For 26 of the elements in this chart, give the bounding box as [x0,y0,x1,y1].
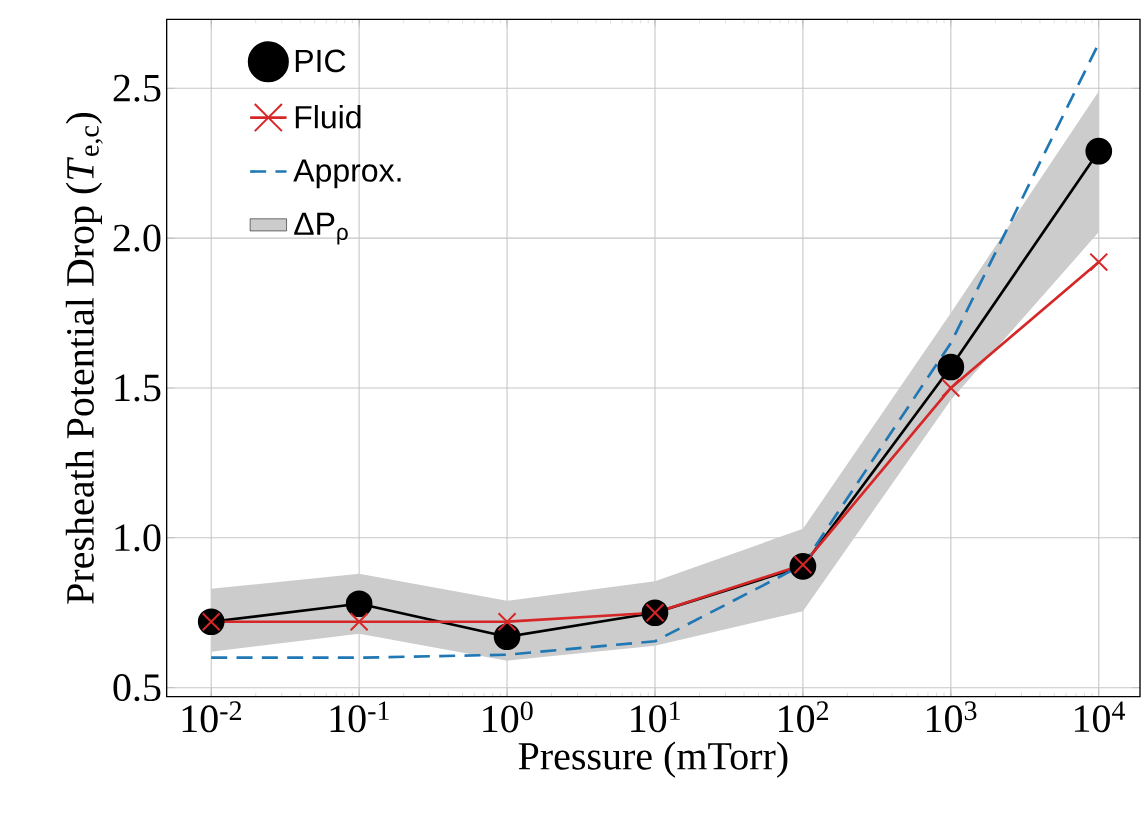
point [1085,137,1113,165]
legend-label: Approx. [293,159,401,189]
point [941,378,961,398]
x-tick-label: 10$^{3}$ [927,701,977,733]
y-tick-label: 2.5 [113,74,161,102]
y-tick-label: 0.5 [113,674,161,702]
x-tick-label: 10$^{-1}$ [330,701,389,733]
point [349,612,369,632]
point [497,612,517,632]
legend-label: PIC [295,49,346,73]
x-tick-label: 10$^{-2}$ [182,701,241,733]
y-tick-label: 1.5 [115,374,161,402]
y-tick-label: 1.0 [115,524,161,552]
x-tick-label: 10$^{2}$ [779,701,829,733]
y-axis-title: Presheath Potential Drop (T$_{e,c}$) [65,112,103,604]
x-tick-label: 10$^{1}$ [631,701,680,733]
legend-label: ΔP$_{ρ}$ [294,212,348,245]
point [1089,252,1109,272]
x-tick-label: 10$^{0}$ [483,701,533,733]
point [937,353,965,381]
legend-label: Fluid [295,104,361,129]
x-axis-title: Pressure (mTorr) [518,741,788,778]
point [493,623,521,651]
y-tick-label: 2.0 [113,224,161,252]
x-tick-label: 10$^{4}$ [1074,701,1126,733]
point [345,590,373,618]
